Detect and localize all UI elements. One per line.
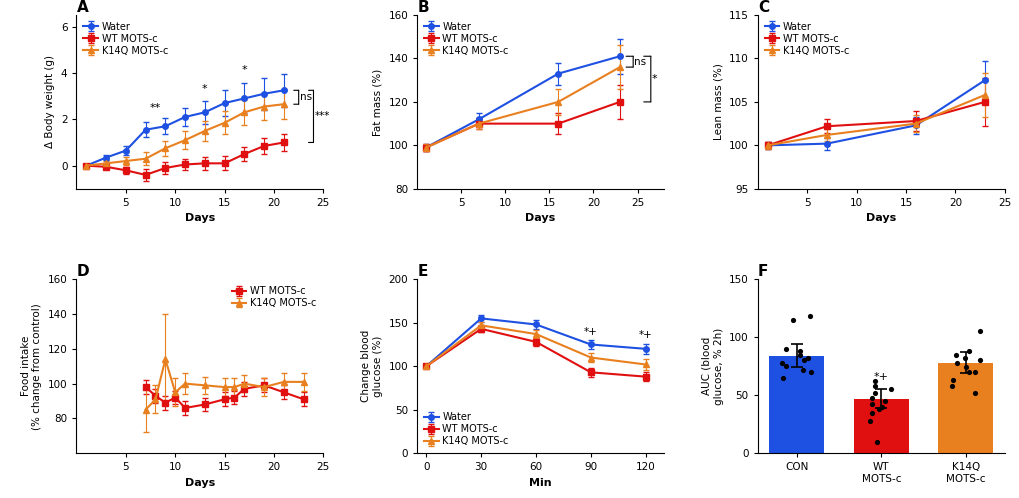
Text: *+: *+: [873, 373, 888, 382]
Point: [868, 438, 884, 446]
Point: [875, 397, 892, 405]
Bar: [853, 399, 908, 453]
Bar: [768, 356, 823, 453]
Point: [966, 389, 982, 397]
Point: [882, 385, 899, 393]
Point: [799, 354, 815, 362]
Point: [777, 362, 794, 370]
Text: C: C: [757, 0, 768, 15]
Point: [948, 359, 964, 367]
Text: E: E: [417, 264, 427, 279]
Text: *: *: [202, 84, 208, 94]
Text: ns: ns: [634, 57, 646, 67]
X-axis label: Min: Min: [529, 478, 551, 488]
Text: **: **: [150, 103, 161, 113]
Y-axis label: Lean mass (%): Lean mass (%): [712, 63, 722, 140]
Legend: WT MOTS-c, K14Q MOTS-c: WT MOTS-c, K14Q MOTS-c: [229, 284, 318, 310]
Point: [794, 366, 810, 374]
Text: ns: ns: [300, 92, 312, 102]
Point: [777, 345, 794, 353]
Text: *+: *+: [584, 327, 597, 337]
Y-axis label: Food intake
(% change from control): Food intake (% change from control): [20, 303, 42, 430]
X-axis label: Days: Days: [525, 214, 555, 224]
Y-axis label: AUC (blood
glucose, % 2h): AUC (blood glucose, % 2h): [701, 328, 722, 405]
Point: [866, 382, 882, 390]
Point: [970, 357, 986, 365]
Legend: Water, WT MOTS-c, K14Q MOTS-c: Water, WT MOTS-c, K14Q MOTS-c: [422, 20, 511, 58]
Point: [791, 347, 807, 355]
Text: *: *: [651, 74, 657, 84]
Text: D: D: [76, 264, 89, 279]
Point: [801, 312, 817, 320]
Point: [960, 368, 976, 376]
Point: [873, 403, 890, 411]
Point: [960, 347, 976, 355]
Y-axis label: Fat mass (%): Fat mass (%): [373, 68, 382, 135]
Point: [947, 351, 963, 359]
Point: [784, 316, 800, 324]
Point: [791, 351, 807, 359]
Point: [863, 400, 879, 408]
Text: F: F: [757, 264, 767, 279]
Point: [943, 382, 959, 390]
X-axis label: Days: Days: [184, 478, 215, 488]
Point: [866, 389, 882, 397]
Text: *+: *+: [638, 330, 652, 340]
Text: *: *: [242, 65, 247, 75]
Bar: [937, 363, 993, 453]
Point: [944, 376, 960, 384]
Point: [862, 409, 878, 417]
Point: [966, 368, 982, 376]
Point: [773, 359, 790, 367]
Y-axis label: Change blood
glucose (%): Change blood glucose (%): [361, 330, 382, 402]
Point: [863, 393, 879, 401]
Legend: Water, WT MOTS-c, K14Q MOTS-c: Water, WT MOTS-c, K14Q MOTS-c: [82, 20, 170, 58]
Point: [866, 377, 882, 385]
Text: ***: ***: [315, 112, 330, 122]
Point: [870, 405, 887, 413]
Point: [774, 374, 791, 382]
X-axis label: Days: Days: [865, 214, 896, 224]
Text: A: A: [76, 0, 89, 15]
Text: B: B: [417, 0, 428, 15]
Point: [861, 417, 877, 425]
Point: [795, 357, 811, 365]
Y-axis label: Δ Body weight (g): Δ Body weight (g): [45, 55, 55, 148]
Point: [802, 368, 818, 376]
Legend: Water, WT MOTS-c, K14Q MOTS-c: Water, WT MOTS-c, K14Q MOTS-c: [762, 20, 851, 58]
Point: [971, 328, 987, 336]
Point: [956, 354, 972, 362]
X-axis label: Days: Days: [184, 214, 215, 224]
Legend: Water, WT MOTS-c, K14Q MOTS-c: Water, WT MOTS-c, K14Q MOTS-c: [422, 410, 511, 448]
Point: [957, 364, 973, 372]
